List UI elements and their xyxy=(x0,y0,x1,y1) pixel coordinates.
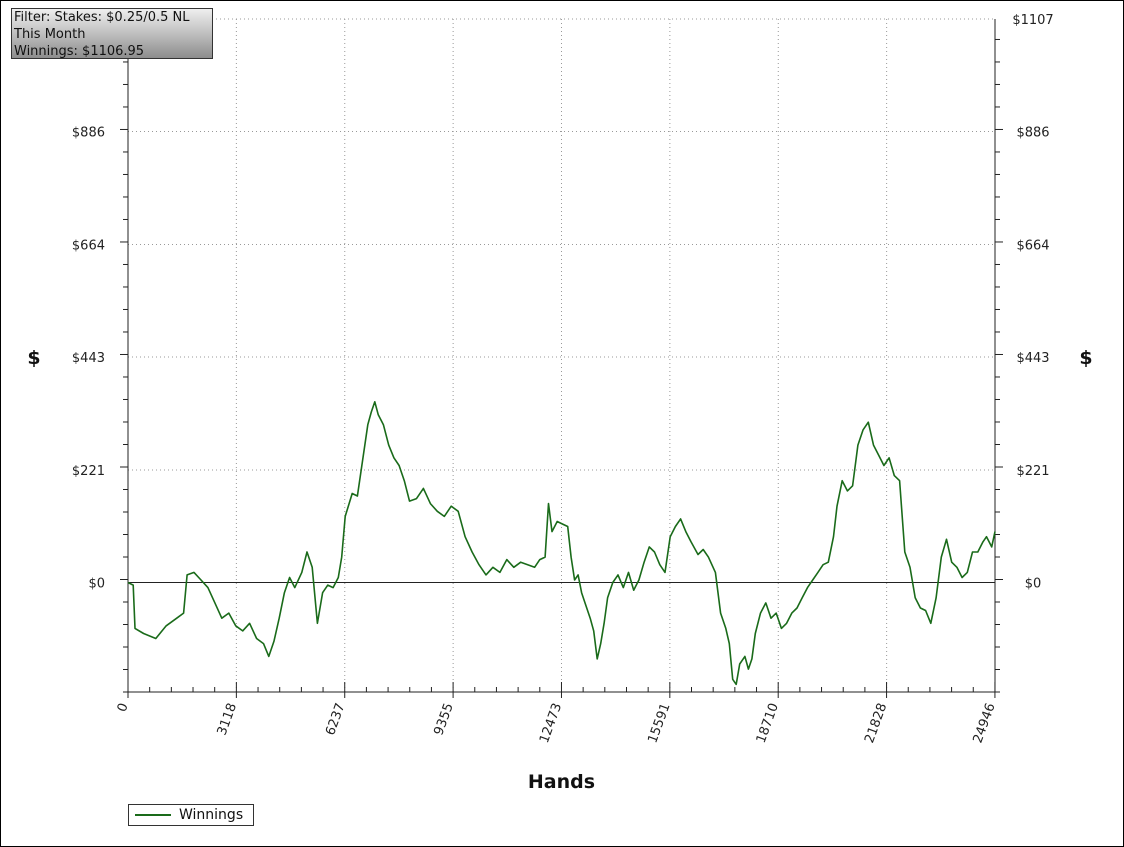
x-tick-label: 18710 xyxy=(754,701,782,745)
legend-swatch-winnings xyxy=(135,814,171,816)
x-axis-title: Hands xyxy=(528,771,595,793)
y-axis-title-left: $ xyxy=(27,347,40,369)
y-tick-label-left: $0 xyxy=(88,577,105,592)
filter-text: Filter: Stakes: $0.25/0.5 NL xyxy=(14,10,190,25)
y-tick-label-right: $443 xyxy=(1016,351,1049,366)
x-tick-label: 21828 xyxy=(862,701,890,745)
winnings-text: Winnings: $1106.95 xyxy=(14,44,145,59)
y-tick-label-right: $886 xyxy=(1016,126,1049,141)
y-tick-label-right: $1107 xyxy=(1012,13,1053,28)
y-axis-title-right: $ xyxy=(1079,347,1092,369)
y-tick-label-right: $0 xyxy=(1025,577,1042,592)
legend-label-winnings: Winnings xyxy=(179,807,244,823)
y-tick-label-right: $221 xyxy=(1016,464,1049,479)
x-tick-label: 3118 xyxy=(215,701,240,737)
x-tick-label: 15591 xyxy=(645,701,673,745)
x-tick-label: 12473 xyxy=(537,701,565,745)
y-tick-label-left: $221 xyxy=(72,464,105,479)
y-tick-label-left: $664 xyxy=(72,239,105,254)
y-tick-label-right: $664 xyxy=(1016,239,1049,254)
x-tick-label: 24946 xyxy=(971,701,999,745)
filter-info-box: Filter: Stakes: $0.25/0.5 NL This Month … xyxy=(11,8,213,59)
chart-legend: Winnings xyxy=(128,804,254,826)
period-text: This Month xyxy=(14,27,86,42)
x-tick-label: 6237 xyxy=(323,701,348,737)
series-line-winnings xyxy=(127,401,996,686)
x-tick-label: 0 xyxy=(115,701,132,714)
y-tick-label-left: $886 xyxy=(72,126,105,141)
x-tick-label: 9355 xyxy=(431,701,456,737)
y-tick-label-left: $443 xyxy=(72,351,105,366)
